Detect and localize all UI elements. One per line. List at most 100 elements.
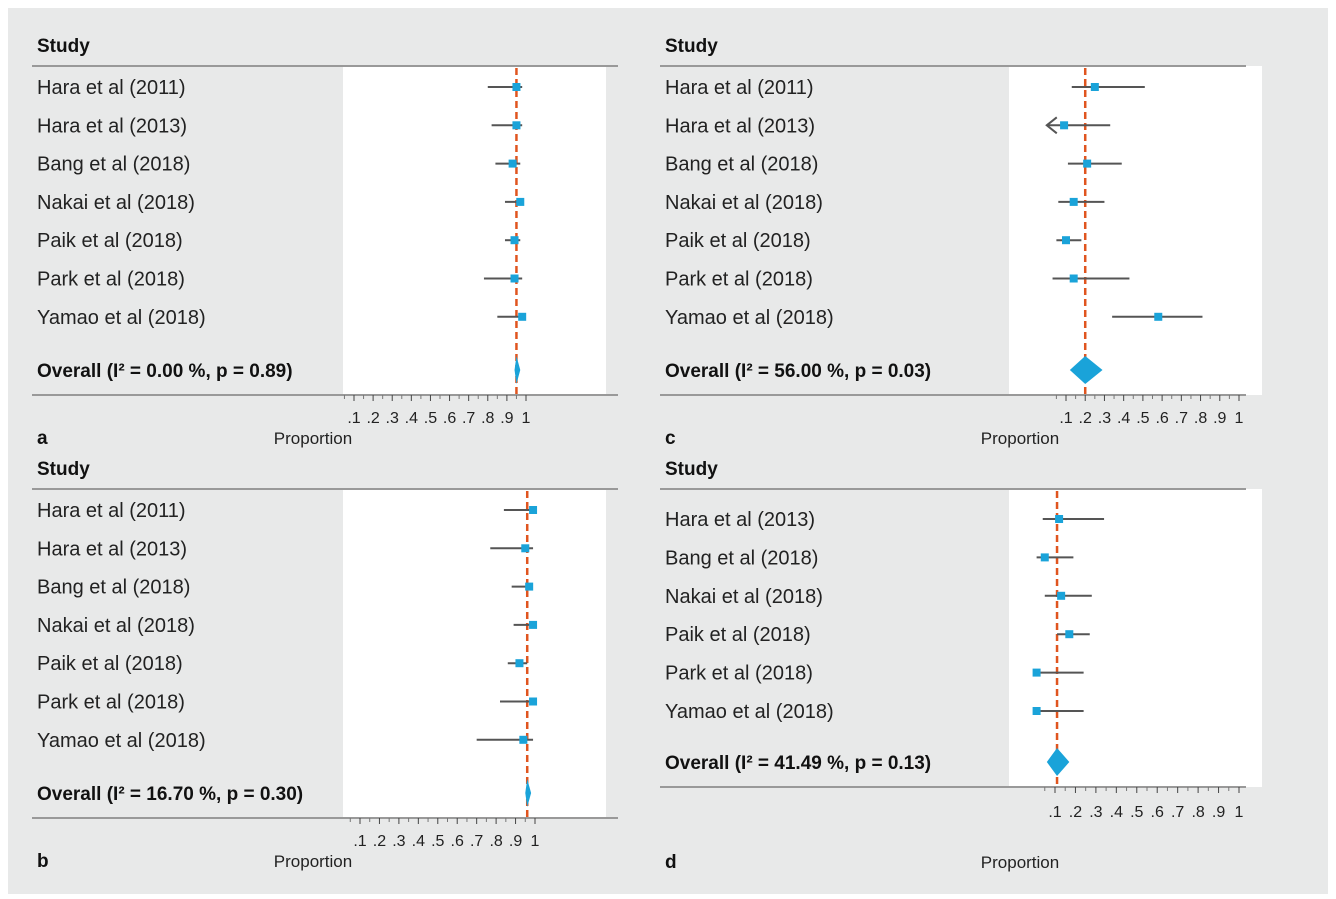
study-label: Hara et al (2013) xyxy=(665,115,815,137)
study-label: Hara et al (2013) xyxy=(37,538,187,560)
study-label: Nakai et al (2018) xyxy=(665,586,823,608)
axis-tick-label: .5 xyxy=(1130,804,1143,821)
column-header-study: Study xyxy=(665,36,718,57)
axis-tick-label: .2 xyxy=(373,833,386,850)
axis-tick-label: 1 xyxy=(1235,804,1244,821)
study-label: Hara et al (2013) xyxy=(37,115,187,137)
study-label: Yamao et al (2018) xyxy=(665,307,834,329)
study-label: Nakai et al (2018) xyxy=(37,615,195,637)
axis-tick-label: .6 xyxy=(1155,410,1168,427)
plot-area xyxy=(343,489,606,818)
point-estimate-marker xyxy=(1040,553,1049,562)
panel-d: Study .1 .2 .3 .4 .5 .6 .7 .8 .9 1 Proportion d Hara … xyxy=(660,459,1262,873)
axis-tick-label: .7 xyxy=(1171,804,1184,821)
axis-tick-label: .5 xyxy=(424,410,437,427)
axis-tick-label: .1 xyxy=(1048,804,1061,821)
overall-diamond xyxy=(1069,356,1103,384)
point-estimate-marker xyxy=(1065,630,1074,639)
axis-tick-label: .8 xyxy=(489,833,502,850)
axis-tick-label: 1 xyxy=(522,410,531,427)
study-label: Nakai et al (2018) xyxy=(37,192,195,214)
axis-tick-label: .2 xyxy=(366,410,379,427)
point-estimate-marker xyxy=(510,236,519,245)
plot-area xyxy=(1009,489,1262,787)
axis-tick-label: .3 xyxy=(386,410,399,427)
panel-c: Study .1 .2 .3 .4 .5 .6 .7 .8 .9 1 Proportion c Hara … xyxy=(660,36,1262,449)
axis-tick-label: .9 xyxy=(1212,804,1225,821)
forest-plot-svg: Study .1 .2 .3 .4 .5 .6 .7 .8 .9 1 Proportion a Hara … xyxy=(32,36,1262,873)
forest-plot-figure: Study .1 .2 .3 .4 .5 .6 .7 .8 .9 1 Proportion a Hara … xyxy=(8,8,1328,894)
point-estimate-marker xyxy=(1057,591,1066,600)
overall-label: Overall (I² = 16.70 %, p = 0.30) xyxy=(37,784,303,805)
axis-tick-label: 1 xyxy=(531,833,540,850)
point-estimate-marker xyxy=(1154,312,1163,321)
study-label: Park et al (2018) xyxy=(37,269,185,291)
axis-tick-label: .5 xyxy=(431,833,444,850)
axis-tick-label: .6 xyxy=(451,833,464,850)
point-estimate-marker xyxy=(1069,274,1078,283)
axis-tick-label: .9 xyxy=(509,833,522,850)
point-estimate-marker xyxy=(516,197,525,206)
panel-b: Study .1 .2 .3 .4 .5 .6 .7 .8 .9 1 Proportion b Hara … xyxy=(32,459,618,872)
overall-label: Overall (I² = 56.00 %, p = 0.03) xyxy=(665,361,931,382)
study-label: Bang et al (2018) xyxy=(37,154,190,176)
axis-tick-label: .4 xyxy=(1110,804,1123,821)
study-label: Hara et al (2011) xyxy=(665,77,814,99)
point-estimate-marker xyxy=(1032,707,1041,715)
panel-letter: d xyxy=(665,852,677,873)
study-label: Nakai et al (2018) xyxy=(665,192,823,214)
overall-diamond xyxy=(1046,748,1070,776)
overall-diamond xyxy=(514,356,521,384)
study-label: Paik et al (2018) xyxy=(665,624,811,646)
column-header-study: Study xyxy=(37,36,90,57)
point-estimate-marker xyxy=(1060,121,1069,130)
point-estimate-marker xyxy=(1055,515,1064,523)
point-estimate-marker xyxy=(1090,83,1099,91)
axis-tick-label: .3 xyxy=(1098,410,1111,427)
panel-a: Study .1 .2 .3 .4 .5 .6 .7 .8 .9 1 Proportion a Hara … xyxy=(32,36,618,449)
study-label: Paik et al (2018) xyxy=(37,230,183,252)
axis-tick-label: .6 xyxy=(1151,804,1164,821)
point-estimate-marker xyxy=(515,659,524,668)
axis-tick-label: .3 xyxy=(392,833,405,850)
point-estimate-marker xyxy=(512,83,521,91)
point-estimate-marker xyxy=(529,620,538,629)
study-label: Paik et al (2018) xyxy=(665,230,811,252)
point-estimate-marker xyxy=(529,506,538,514)
axis-tick-label: .1 xyxy=(347,410,360,427)
point-estimate-marker xyxy=(512,121,521,130)
x-axis-label: Proportion xyxy=(274,429,352,448)
point-estimate-marker xyxy=(521,544,530,553)
plot-area xyxy=(1009,66,1262,395)
axis-tick-label: 1 xyxy=(1235,410,1244,427)
panel-letter: a xyxy=(37,428,48,449)
x-axis-label: Proportion xyxy=(981,853,1059,872)
study-label: Park et al (2018) xyxy=(665,269,813,291)
point-estimate-marker xyxy=(510,274,519,283)
point-estimate-marker xyxy=(1062,236,1070,245)
point-estimate-marker xyxy=(529,697,538,706)
study-label: Bang et al (2018) xyxy=(665,154,818,176)
study-label: Yamao et al (2018) xyxy=(37,307,206,329)
point-estimate-marker xyxy=(508,159,517,168)
axis-tick-label: .9 xyxy=(500,410,513,427)
overall-label: Overall (I² = 41.49 %, p = 0.13) xyxy=(665,753,931,774)
study-label: Hara et al (2013) xyxy=(665,509,815,531)
study-label: Yamao et al (2018) xyxy=(665,701,834,723)
study-label: Bang et al (2018) xyxy=(37,577,190,599)
plot-area xyxy=(343,66,606,395)
overall-diamond xyxy=(525,779,532,807)
axis-tick-label: .2 xyxy=(1069,804,1082,821)
study-label: Hara et al (2011) xyxy=(37,500,186,522)
column-header-study: Study xyxy=(37,459,90,480)
x-axis-label: Proportion xyxy=(274,852,352,871)
axis-tick-label: .1 xyxy=(1059,410,1072,427)
study-label: Bang et al (2018) xyxy=(665,547,818,569)
study-label: Yamao et al (2018) xyxy=(37,730,206,752)
point-estimate-marker xyxy=(519,735,528,744)
axis-tick-label: .4 xyxy=(1117,410,1130,427)
axis-tick-label: .7 xyxy=(462,410,475,427)
point-estimate-marker xyxy=(1083,159,1092,168)
axis-tick-label: .4 xyxy=(412,833,425,850)
study-label: Park et al (2018) xyxy=(37,692,185,714)
